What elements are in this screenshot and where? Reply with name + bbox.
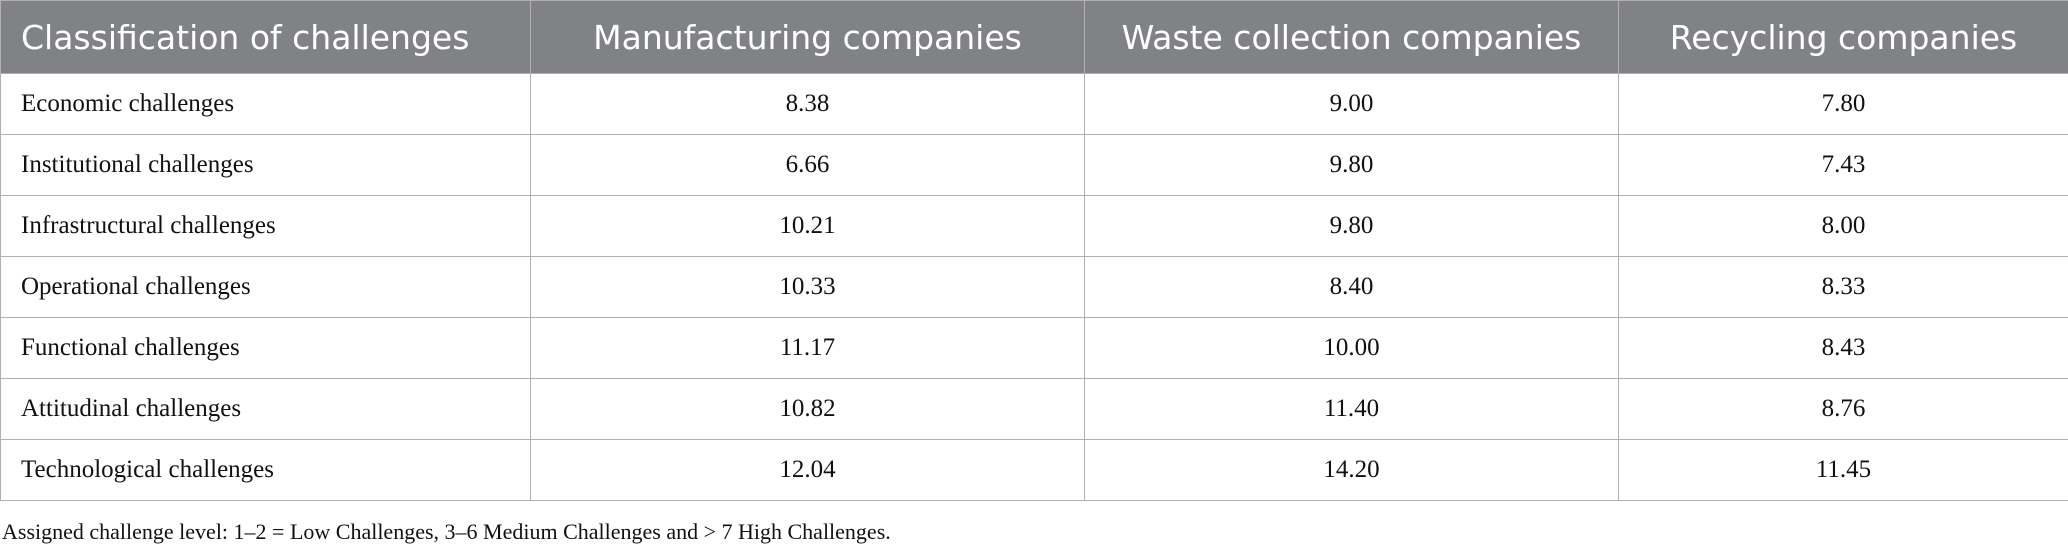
value-cell: 11.45 bbox=[1618, 439, 2068, 501]
value-cell: 7.43 bbox=[1618, 134, 2068, 196]
data-table: Classification of challenges Manufacturin… bbox=[0, 0, 2068, 501]
table-body: Economic challenges 8.38 9.00 7.80 Instituti… bbox=[0, 73, 2068, 501]
header-cell: Classification of challenges bbox=[0, 0, 531, 74]
value-cell: 8.33 bbox=[1618, 256, 2068, 318]
row-label: Functional challenges bbox=[0, 317, 531, 379]
table-row: Institutional challenges 6.66 9.80 7.43 bbox=[0, 134, 2068, 196]
value-cell: 11.40 bbox=[1084, 378, 1619, 440]
row-label: Infrastructural challenges bbox=[0, 195, 531, 257]
table-row: Technological challenges 12.04 14.20 11.45 bbox=[0, 439, 2068, 501]
value-cell: 10.00 bbox=[1084, 317, 1619, 379]
row-label: Technological challenges bbox=[0, 439, 531, 501]
row-label: Attitudinal challenges bbox=[0, 378, 531, 440]
value-cell: 10.33 bbox=[530, 256, 1085, 318]
value-cell: 9.80 bbox=[1084, 134, 1619, 196]
value-cell: 12.04 bbox=[530, 439, 1085, 501]
header-row: Classification of challenges Manufacturin… bbox=[0, 0, 2068, 74]
header-cell: Recycling companies bbox=[1618, 0, 2068, 74]
table-row: Economic challenges 8.38 9.00 7.80 bbox=[0, 73, 2068, 135]
value-cell: 8.76 bbox=[1618, 378, 2068, 440]
header-cell: Manufacturing companies bbox=[530, 0, 1085, 74]
header-cell: Waste collection companies bbox=[1084, 0, 1619, 74]
value-cell: 10.82 bbox=[530, 378, 1085, 440]
value-cell: 8.38 bbox=[530, 73, 1085, 135]
value-cell: 11.17 bbox=[530, 317, 1085, 379]
value-cell: 8.43 bbox=[1618, 317, 2068, 379]
value-cell: 9.80 bbox=[1084, 195, 1619, 257]
value-cell: 8.00 bbox=[1618, 195, 2068, 257]
row-label: Economic challenges bbox=[0, 73, 531, 135]
table-row: Infrastructural challenges 10.21 9.80 8.00 bbox=[0, 195, 2068, 257]
table-row: Operational challenges 10.33 8.40 8.33 bbox=[0, 256, 2068, 318]
footnote: Assigned challenge level: 1–2 = Low Chal… bbox=[2, 519, 891, 544]
table-row: Attitudinal challenges 10.82 11.40 8.76 bbox=[0, 378, 2068, 440]
value-cell: 9.00 bbox=[1084, 73, 1619, 135]
row-label: Institutional challenges bbox=[0, 134, 531, 196]
table-row: Functional challenges 11.17 10.00 8.43 bbox=[0, 317, 2068, 379]
value-cell: 10.21 bbox=[530, 195, 1085, 257]
value-cell: 7.80 bbox=[1618, 73, 2068, 135]
value-cell: 14.20 bbox=[1084, 439, 1619, 501]
row-label: Operational challenges bbox=[0, 256, 531, 318]
value-cell: 8.40 bbox=[1084, 256, 1619, 318]
value-cell: 6.66 bbox=[530, 134, 1085, 196]
